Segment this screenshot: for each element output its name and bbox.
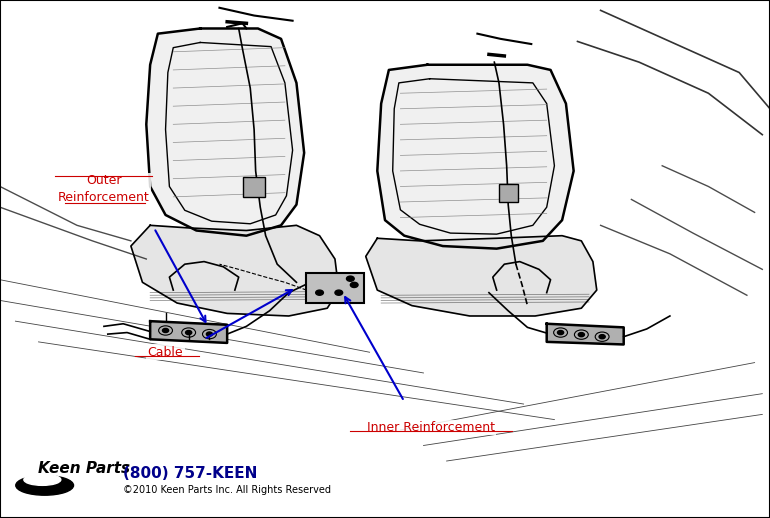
Bar xyxy=(306,273,364,303)
Text: Outer
Reinforcement: Outer Reinforcement xyxy=(58,174,150,204)
Polygon shape xyxy=(366,236,597,316)
Polygon shape xyxy=(547,324,624,344)
Polygon shape xyxy=(150,321,227,343)
Polygon shape xyxy=(146,28,304,236)
Circle shape xyxy=(578,333,584,337)
Polygon shape xyxy=(377,65,574,249)
Circle shape xyxy=(206,332,213,336)
Circle shape xyxy=(162,328,169,333)
Circle shape xyxy=(346,276,354,281)
Circle shape xyxy=(350,282,358,287)
Circle shape xyxy=(186,330,192,335)
Bar xyxy=(243,177,265,197)
Polygon shape xyxy=(131,225,339,316)
Circle shape xyxy=(599,335,605,339)
Text: Keen Parts: Keen Parts xyxy=(38,462,131,476)
Text: ©2010 Keen Parts Inc. All Rights Reserved: ©2010 Keen Parts Inc. All Rights Reserve… xyxy=(123,484,331,495)
Ellipse shape xyxy=(24,474,61,485)
Circle shape xyxy=(557,330,564,335)
Text: Inner Reinforcement: Inner Reinforcement xyxy=(367,421,495,434)
Ellipse shape xyxy=(16,476,74,495)
Circle shape xyxy=(316,290,323,295)
Text: Cable: Cable xyxy=(148,346,183,359)
Text: (800) 757-KEEN: (800) 757-KEEN xyxy=(123,467,258,481)
Circle shape xyxy=(335,290,343,295)
Bar xyxy=(499,184,518,202)
